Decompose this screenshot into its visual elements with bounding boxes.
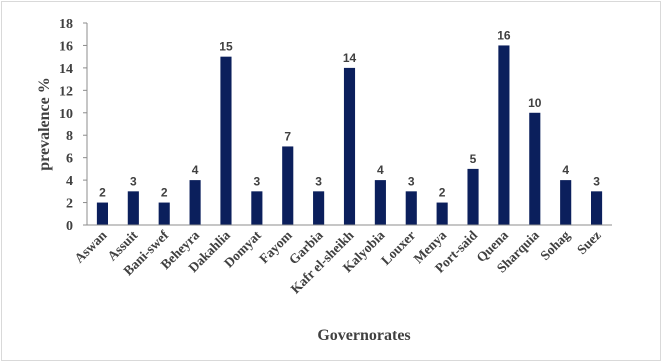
- y-tick-label: 0: [66, 219, 73, 234]
- y-tick-label: 8: [66, 129, 73, 144]
- data-label: 14: [343, 51, 357, 65]
- data-label: 16: [497, 28, 511, 42]
- data-label: 4: [377, 163, 384, 177]
- bar: [220, 56, 232, 225]
- bar: [343, 67, 356, 225]
- data-labels: 2 3 2 4 15 3 7 3 14 4 3 2 5 16 10 4 3: [99, 28, 600, 199]
- x-tick-label: Aswan: [71, 227, 110, 266]
- bar: [591, 191, 603, 225]
- data-label: 2: [439, 186, 446, 200]
- bar: [251, 191, 263, 225]
- y-tick-label: 6: [66, 152, 73, 167]
- x-axis-ticks: AswanAssuitBani-swefBeheyraDakahliaDomya…: [71, 227, 603, 297]
- data-label: 3: [254, 174, 261, 188]
- bar: [96, 202, 108, 225]
- bar: [405, 191, 417, 225]
- y-tick-label: 12: [59, 84, 73, 99]
- x-axis-title: Governorates: [317, 327, 410, 344]
- bar: [374, 180, 386, 225]
- data-label: 4: [562, 163, 569, 177]
- bar: [282, 146, 294, 225]
- bar: [467, 168, 479, 225]
- data-label: 5: [470, 152, 477, 166]
- data-label: 3: [130, 174, 137, 188]
- bar: [529, 112, 541, 225]
- x-tick-label: Sohag: [537, 227, 573, 263]
- data-label: 3: [315, 174, 322, 188]
- data-label: 15: [219, 40, 233, 54]
- bar: [498, 45, 510, 225]
- y-tick-label: 18: [59, 17, 73, 32]
- bar: [189, 180, 201, 225]
- bar: [127, 191, 139, 225]
- bar: [158, 202, 170, 225]
- x-tick-label: Louxer: [378, 228, 418, 268]
- bar: [436, 202, 448, 225]
- data-label: 3: [593, 174, 600, 188]
- y-tick-label: 16: [59, 39, 73, 54]
- x-tick-label: Suez: [574, 228, 604, 258]
- bars: [96, 45, 603, 225]
- data-label: 2: [99, 186, 106, 200]
- data-label: 2: [161, 186, 168, 200]
- data-label: 4: [192, 163, 199, 177]
- bar: [313, 191, 325, 225]
- data-label: 3: [408, 174, 415, 188]
- data-label: 10: [528, 96, 542, 110]
- y-tick-label: 2: [66, 197, 73, 212]
- y-axis-title: prevalence %: [36, 77, 53, 170]
- y-tick-label: 4: [66, 174, 73, 189]
- y-axis-ticks: 0 2 4 6 8 10 12 14 16 18: [59, 17, 87, 234]
- bar: [560, 180, 572, 225]
- data-label: 7: [284, 129, 291, 143]
- y-tick-label: 10: [59, 107, 73, 122]
- y-tick-label: 14: [59, 62, 73, 77]
